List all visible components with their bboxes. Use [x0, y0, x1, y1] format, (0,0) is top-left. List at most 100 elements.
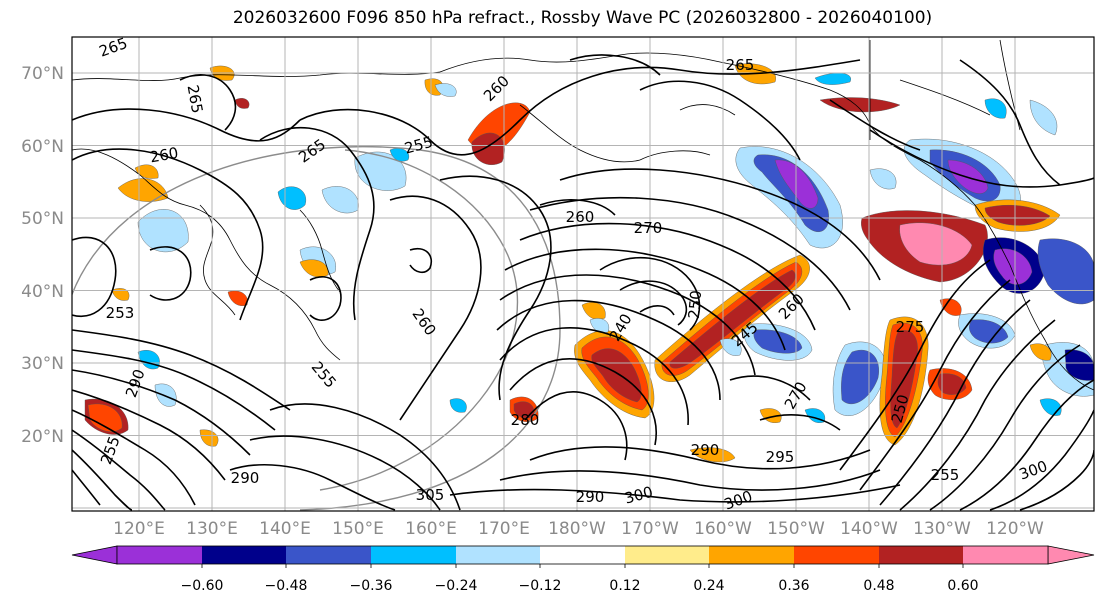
- colorbar-bin: [202, 546, 286, 564]
- shaded-region: [984, 204, 1051, 226]
- contour-value-label: 305: [416, 486, 445, 504]
- coastline: [72, 71, 441, 81]
- shaded-region: [299, 259, 329, 278]
- colorbar-tick-label: −0.36: [350, 578, 393, 594]
- colorbar-bin: [963, 546, 1048, 564]
- colorbar-bin: [371, 546, 456, 564]
- contour-value-label: 290: [691, 441, 720, 459]
- contour-line: [72, 369, 251, 456]
- contour-value-label: 270: [634, 219, 663, 237]
- contour-value-label: 265: [726, 56, 755, 74]
- longitude-label: 170°E: [478, 519, 530, 539]
- colorbar-extend-high: [1047, 545, 1095, 565]
- colorbar-tick-label: 0.48: [863, 578, 894, 594]
- contour-line: [959, 59, 1061, 186]
- contour-value-label: 290: [231, 469, 260, 487]
- contour-line: [504, 248, 786, 351]
- colorbar-tick-label: −0.12: [519, 578, 562, 594]
- colorbar-bin: [286, 546, 371, 564]
- contour-line: [496, 299, 721, 401]
- coastline: [519, 104, 641, 163]
- longitude-label: 160°W: [694, 519, 752, 539]
- contour-line: [72, 236, 117, 317]
- contour-line: [72, 469, 101, 506]
- contour-value-label: 253: [106, 304, 135, 322]
- reference-circles: [72, 146, 561, 511]
- reference-arc: [72, 146, 561, 511]
- contour-line: [899, 319, 1056, 511]
- colorbar-bin: [709, 546, 794, 564]
- shaded-region: [87, 403, 123, 432]
- contour-line: [309, 276, 342, 321]
- contour-line: [529, 196, 851, 311]
- contour-line: [389, 195, 482, 421]
- longitude-label: 180°W: [548, 519, 606, 539]
- contour-value-label: 290: [576, 488, 605, 506]
- shaded-region: [689, 447, 736, 463]
- colorbar-frame: [116, 545, 1049, 565]
- coastline: [639, 150, 711, 161]
- longitude-label: 150°E: [332, 519, 384, 539]
- latitude-label: 60°N: [21, 137, 64, 157]
- contour-line: [509, 357, 657, 446]
- longitude-label: 130°W: [913, 519, 971, 539]
- shaded-region: [227, 290, 248, 306]
- contour-line: [639, 305, 675, 316]
- shaded-region: [137, 209, 189, 252]
- latitude-label: 70°N: [21, 64, 64, 84]
- colorbar-tick-label: −0.48: [265, 578, 308, 594]
- longitude-label: 130°E: [186, 519, 238, 539]
- contour-line: [879, 299, 1031, 506]
- longitude-labels: 120°E 130°E 140°E 150°E 160°E 170°E 180°W 170°W…: [113, 519, 1044, 539]
- contour-line: [929, 344, 1081, 511]
- contour-line: [729, 375, 811, 401]
- longitude-label: 120°E: [113, 519, 165, 539]
- shaded-region: [449, 398, 467, 413]
- shaded-region: [984, 98, 1007, 119]
- shaded-region: [434, 83, 457, 97]
- contour-line: [519, 222, 816, 331]
- contour-value-label: 280: [511, 411, 540, 429]
- longitude-label: 120°W: [986, 519, 1044, 539]
- contour-line: [72, 148, 264, 321]
- shaded-region: [154, 383, 177, 407]
- colorbar-tick-label: 0.36: [778, 578, 809, 594]
- contour-line: [269, 403, 461, 511]
- contour-line: [499, 327, 689, 426]
- longitude-label: 140°E: [259, 519, 311, 539]
- contour-line: [229, 464, 396, 511]
- contour-value-label: 255: [931, 466, 960, 484]
- shaded-region: [1029, 99, 1058, 136]
- contour-line: [529, 446, 871, 470]
- shaded-region: [669, 269, 796, 369]
- colorbar-tick-label: 0.60: [947, 578, 978, 594]
- colorbar: −0.60 −0.48 −0.36 −0.24 −0.12 0.12 0.24 0.36 0.4…: [71, 545, 1095, 594]
- colorbar-bin: [540, 546, 625, 564]
- contour-line: [449, 484, 901, 503]
- shaded-region: [753, 154, 829, 232]
- shaded-region: [234, 98, 250, 109]
- contour-line: [539, 199, 616, 216]
- shaded-region: [1037, 238, 1094, 305]
- shaded-region: [753, 329, 803, 354]
- longitude-label: 160°E: [405, 519, 457, 539]
- contour-line: [569, 54, 661, 76]
- contour-line: [299, 59, 861, 156]
- contour-line: [409, 248, 432, 274]
- colorbar-bin: [117, 546, 202, 564]
- contour-line: [179, 74, 237, 131]
- contour-line: [839, 259, 991, 471]
- contour-value-label: 275: [896, 318, 925, 336]
- colorbar-extend-low: [71, 545, 118, 565]
- longitude-label: 150°W: [767, 519, 825, 539]
- contour-line: [72, 429, 166, 511]
- shaded-region: [869, 168, 897, 190]
- contour-line: [959, 379, 1094, 511]
- contour-line: [249, 435, 441, 511]
- shaded-region: [1029, 343, 1052, 361]
- shaded-region: [589, 318, 610, 333]
- contour-line: [559, 168, 881, 281]
- coastline: [439, 52, 721, 73]
- colorbar-tick-label: −0.60: [181, 578, 224, 594]
